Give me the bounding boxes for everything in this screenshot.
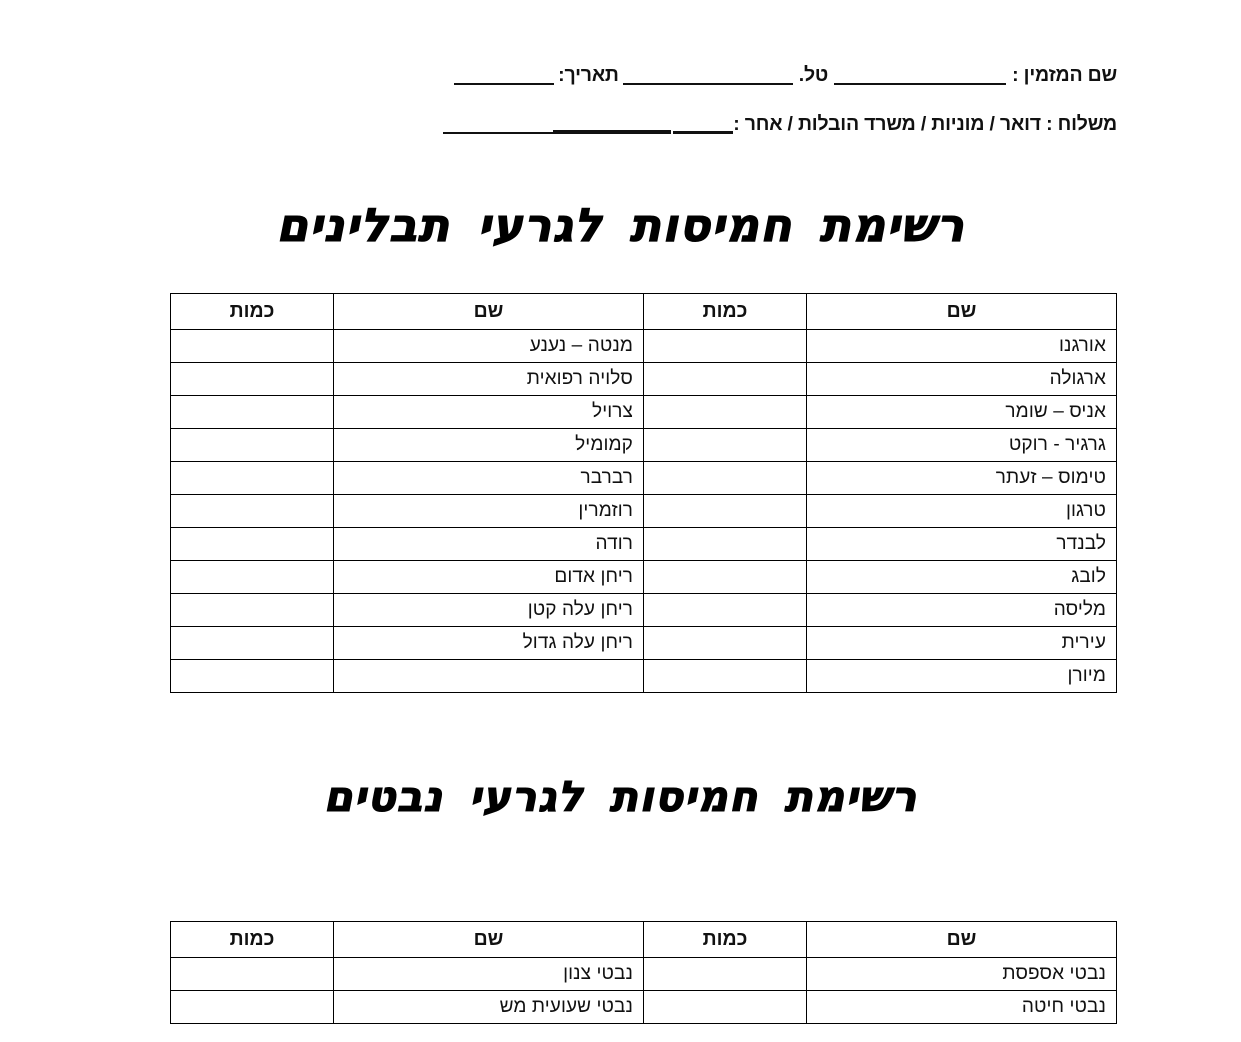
seed-name-right: נבטי חיטה: [806, 990, 1117, 1024]
quantity-input-right[interactable]: [643, 428, 807, 462]
table-row: לבנדר רודה: [170, 527, 1117, 561]
spices-section-title: רשימת חמיסות לגרעי תבלינים: [276, 197, 965, 252]
seed-name-left: נבטי צנון: [333, 957, 644, 991]
spice-seeds-table: שם כמות שם כמות אורגנו מנטה – נענע ארגולה ס…: [170, 293, 1117, 693]
column-header-name-right: שם: [806, 921, 1117, 958]
table-row: לובג ריחן אדום: [170, 560, 1117, 594]
table-header-row: שם כמות שם כמות: [170, 921, 1117, 958]
quantity-input-right[interactable]: [643, 527, 807, 561]
seed-name-right: טרגון: [806, 494, 1117, 528]
seed-name-right: גרגיר - רוקט: [806, 428, 1117, 462]
table-row: אניס – שומר צרויל: [170, 395, 1117, 429]
seed-name-right: לובג: [806, 560, 1117, 594]
seed-name-left: רוזמרין: [333, 494, 644, 528]
table-row: מיורן: [170, 659, 1117, 693]
column-header-qty-right: כמות: [643, 293, 807, 330]
phone-blank[interactable]: [622, 83, 793, 85]
table-row: עירית ריחן עלה גדול: [170, 626, 1117, 660]
table-row: נבטי חיטה נבטי שעועית מש: [170, 990, 1117, 1024]
seed-name-right: ארגולה: [806, 362, 1117, 396]
customer-info-line: שם המזמין : טל. תאריך:: [124, 62, 1117, 88]
shipping-info-line: משלוח : דואר / מוניות / משרד הובלות / אח…: [124, 111, 1117, 137]
seed-name-left: קמומיל: [333, 428, 644, 462]
date-blank[interactable]: [454, 83, 555, 85]
seed-name-right: מליסה: [806, 593, 1117, 627]
seed-name-left: צרויל: [333, 395, 644, 429]
table-header-row: שם כמות שם כמות: [170, 293, 1117, 330]
shipping-other-blank-a[interactable]: [673, 131, 734, 135]
seed-name-left: רברבר: [333, 461, 644, 495]
quantity-input-right[interactable]: [643, 395, 807, 429]
sprout-seeds-table: שם כמות שם כמות נבטי אספסת נבטי צנון נבטי …: [170, 921, 1117, 1024]
quantity-input-right[interactable]: [643, 560, 807, 594]
order-form-header: שם המזמין : טל. תאריך: משלוח : דואר / מוני…: [124, 62, 1117, 138]
quantity-input-right[interactable]: [643, 659, 807, 693]
quantity-input-left[interactable]: [170, 494, 334, 528]
customer-name-blank[interactable]: [834, 83, 1007, 85]
quantity-input-left[interactable]: [170, 957, 334, 991]
table-row: גרגיר - רוקט קמומיל: [170, 428, 1117, 462]
seed-name-left: סלויה רפואית: [333, 362, 644, 396]
seed-name-left: ריחן עלה גדול: [333, 626, 644, 660]
seed-name-right: אורגנו: [806, 329, 1117, 363]
quantity-input-left[interactable]: [170, 527, 334, 561]
quantity-input-left[interactable]: [170, 626, 334, 660]
seed-name-right: מיורן: [806, 659, 1117, 693]
table-row: מליסה ריחן עלה קטן: [170, 593, 1117, 627]
quantity-input-left[interactable]: [170, 659, 334, 693]
column-header-qty-left: כמות: [170, 921, 334, 958]
seed-name-left: ריחן עלה קטן: [333, 593, 644, 627]
shipping-method-label: משלוח : דואר / מוניות / משרד הובלות / אח…: [733, 113, 1117, 136]
quantity-input-left[interactable]: [170, 329, 334, 363]
shipping-other-blank-c[interactable]: [443, 132, 554, 135]
seed-name-right: נבטי אספסת: [806, 957, 1117, 991]
quantity-input-left[interactable]: [170, 560, 334, 594]
seed-name-right: טימוס – זעתר: [806, 461, 1117, 495]
quantity-input-right[interactable]: [643, 593, 807, 627]
seed-name-right: עירית: [806, 626, 1117, 660]
table-row: נבטי אספסת נבטי צנון: [170, 957, 1117, 991]
seed-name-right: לבנדר: [806, 527, 1117, 561]
seed-name-left: ריחן אדום: [333, 560, 644, 594]
quantity-input-left[interactable]: [170, 428, 334, 462]
quantity-input-left[interactable]: [170, 990, 334, 1024]
table-row: טימוס – זעתר רברבר: [170, 461, 1117, 495]
table-row: טרגון רוזמרין: [170, 494, 1117, 528]
table-row: אורגנו מנטה – נענע: [170, 329, 1117, 363]
seed-name-left: [333, 659, 644, 693]
column-header-name-left: שם: [333, 921, 644, 958]
quantity-input-right[interactable]: [643, 957, 807, 991]
seed-name-left: מנטה – נענע: [333, 329, 644, 363]
quantity-input-right[interactable]: [643, 494, 807, 528]
quantity-input-right[interactable]: [643, 626, 807, 660]
shipping-other-blank-b[interactable]: [553, 130, 672, 135]
quantity-input-right[interactable]: [643, 329, 807, 363]
seed-name-left: רודה: [333, 527, 644, 561]
quantity-input-right[interactable]: [643, 461, 807, 495]
table-row: ארגולה סלויה רפואית: [170, 362, 1117, 396]
seed-name-right: אניס – שומר: [806, 395, 1117, 429]
date-label: תאריך:: [558, 64, 619, 86]
customer-name-label: שם המזמין :: [1012, 64, 1117, 86]
column-header-name-left: שם: [333, 293, 644, 330]
quantity-input-left[interactable]: [170, 362, 334, 396]
column-header-qty-left: כמות: [170, 293, 334, 330]
quantity-input-left[interactable]: [170, 395, 334, 429]
column-header-qty-right: כמות: [643, 921, 807, 958]
quantity-input-left[interactable]: [170, 461, 334, 495]
sprouts-section-title: רשימת חמיסות לגרעי נבטים: [323, 771, 918, 821]
quantity-input-left[interactable]: [170, 593, 334, 627]
column-header-name-right: שם: [806, 293, 1117, 330]
phone-label: טל.: [798, 64, 829, 86]
quantity-input-right[interactable]: [643, 990, 807, 1024]
quantity-input-right[interactable]: [643, 362, 807, 396]
seed-name-left: נבטי שעועית מש: [333, 990, 644, 1024]
